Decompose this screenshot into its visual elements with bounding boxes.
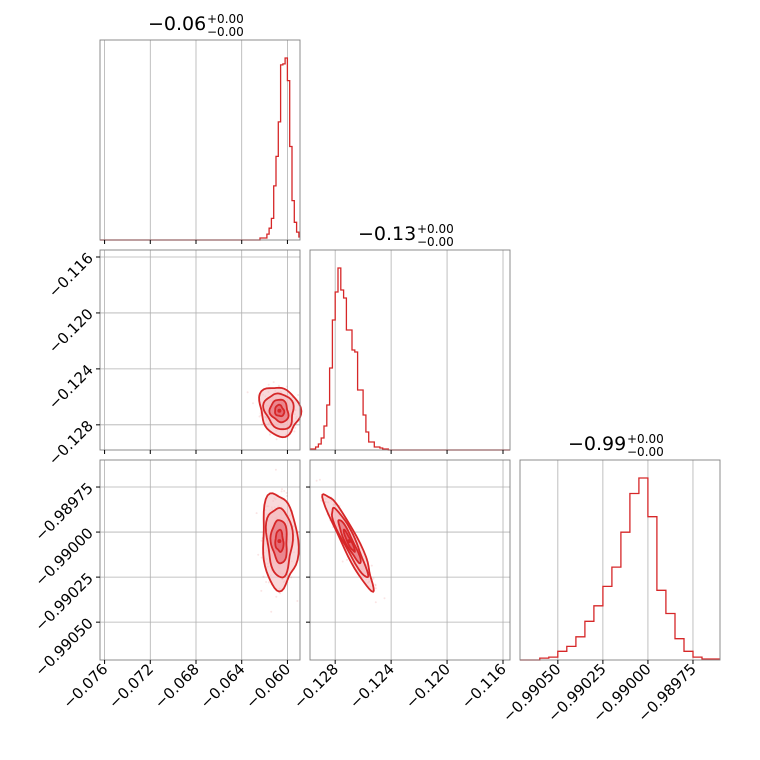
panel-2-1 <box>306 459 511 664</box>
sample-point <box>297 394 300 396</box>
sample-point <box>293 430 296 433</box>
sample-point <box>383 597 386 600</box>
sample-point <box>267 581 270 584</box>
title-param-1-lower: −0.00 <box>417 235 454 249</box>
sample-point <box>372 577 375 580</box>
title-param-0: −0.06 <box>148 13 206 35</box>
sample-point <box>279 592 281 595</box>
gridlines <box>334 250 504 450</box>
sample-point <box>275 438 278 441</box>
title-param-2-value: −0.99 <box>568 433 626 455</box>
density-peak <box>277 408 282 413</box>
sample-point <box>261 423 264 426</box>
panels: −0.076−0.072−0.068−0.064−0.060−0.128 −0.1… <box>31 39 721 726</box>
y-tick-label: −0.128 <box>45 417 97 469</box>
panel-frame <box>519 459 721 661</box>
x-tick-label: −0.120 <box>402 660 454 712</box>
x-tick-label: −0.060 <box>242 660 294 712</box>
panel-2-0 <box>96 459 301 664</box>
title-param-1: −0.13 <box>358 223 416 245</box>
histogram-param-1 <box>310 267 510 451</box>
title-param-2-upper: +0.00 <box>627 432 664 446</box>
sample-point <box>281 488 283 491</box>
sample-point <box>255 512 258 515</box>
sample-point <box>272 381 275 384</box>
sample-point <box>294 426 297 429</box>
sample-point <box>260 589 263 592</box>
gridlines <box>104 40 288 240</box>
sample-point <box>257 553 260 556</box>
sample-point <box>280 490 283 493</box>
panel-0-0 <box>99 39 301 244</box>
y-tick-label: −0.116 <box>45 249 97 301</box>
sample-point <box>315 479 318 482</box>
panel-1-1 <box>309 249 511 454</box>
sample-point <box>246 391 249 394</box>
histogram-param-0 <box>100 57 300 241</box>
sample-point <box>374 583 377 586</box>
sample-point <box>260 539 263 542</box>
gridlines <box>100 250 300 450</box>
sample-point <box>265 581 268 583</box>
density-peak <box>347 539 352 544</box>
sample-point <box>290 576 293 579</box>
panel-frame <box>99 459 301 661</box>
x-tick-labels: −0.076−0.072−0.068−0.064−0.060−0.128 −0.1… <box>59 660 699 725</box>
sample-point <box>277 384 280 387</box>
sample-point <box>270 610 273 613</box>
sample-point <box>374 587 377 590</box>
title-param-1-value: −0.13 <box>358 223 416 245</box>
parameter-titles: −0.06 +0.00 −0.00 −0.13 +0.00 −0.00 −0.9… <box>148 12 664 459</box>
sample-point <box>258 415 261 418</box>
x-tick-label: −0.124 <box>346 660 398 712</box>
x-tick-label: −0.076 <box>59 660 111 712</box>
title-param-0-value: −0.06 <box>148 13 206 35</box>
x-tick-label: −0.068 <box>151 660 203 712</box>
panel-frame <box>309 249 511 451</box>
sample-point <box>274 468 277 471</box>
sample-point <box>252 402 254 405</box>
sample-point <box>285 385 288 388</box>
sample-point <box>370 564 373 567</box>
sample-point <box>275 595 278 598</box>
sample-point <box>346 558 348 561</box>
panel-2-2 <box>519 459 721 664</box>
title-param-2-lower: −0.00 <box>627 445 664 459</box>
sample-point <box>297 530 300 533</box>
panel-frame <box>99 39 301 241</box>
sample-point <box>341 560 344 563</box>
sample-point <box>262 575 265 578</box>
sample-point <box>374 584 377 587</box>
sample-point <box>374 601 377 604</box>
sample-point <box>320 499 323 502</box>
x-tick-label: −0.072 <box>105 660 157 712</box>
title-param-1-upper: +0.00 <box>417 222 454 236</box>
sample-point <box>260 556 263 559</box>
title-param-0-lower: −0.00 <box>207 25 244 39</box>
panel-frame <box>99 249 301 451</box>
density-peak <box>277 539 282 544</box>
y-tick-label: −0.120 <box>45 305 97 357</box>
gridlines <box>310 460 510 660</box>
sample-point <box>267 383 270 386</box>
panel-1-0 <box>96 249 303 454</box>
sample-point <box>296 600 299 602</box>
x-tick-label: −0.116 <box>458 660 510 712</box>
sample-point <box>285 491 288 494</box>
gridlines <box>557 460 694 660</box>
title-param-2: −0.99 <box>568 433 626 455</box>
sample-point <box>318 478 321 481</box>
sample-point <box>286 495 288 497</box>
x-tick-label: −0.128 <box>290 660 342 712</box>
panel-frame <box>309 459 511 661</box>
x-tick-label: −0.064 <box>197 660 249 712</box>
y-tick-label: −0.124 <box>45 361 97 413</box>
title-param-0-upper: +0.00 <box>207 12 244 26</box>
sample-point <box>269 433 271 436</box>
histogram-param-2 <box>520 477 720 661</box>
sample-point <box>283 490 286 492</box>
y-tick-labels: −0.128−0.124−0.120−0.116−0.99050−0.99025… <box>31 249 96 680</box>
